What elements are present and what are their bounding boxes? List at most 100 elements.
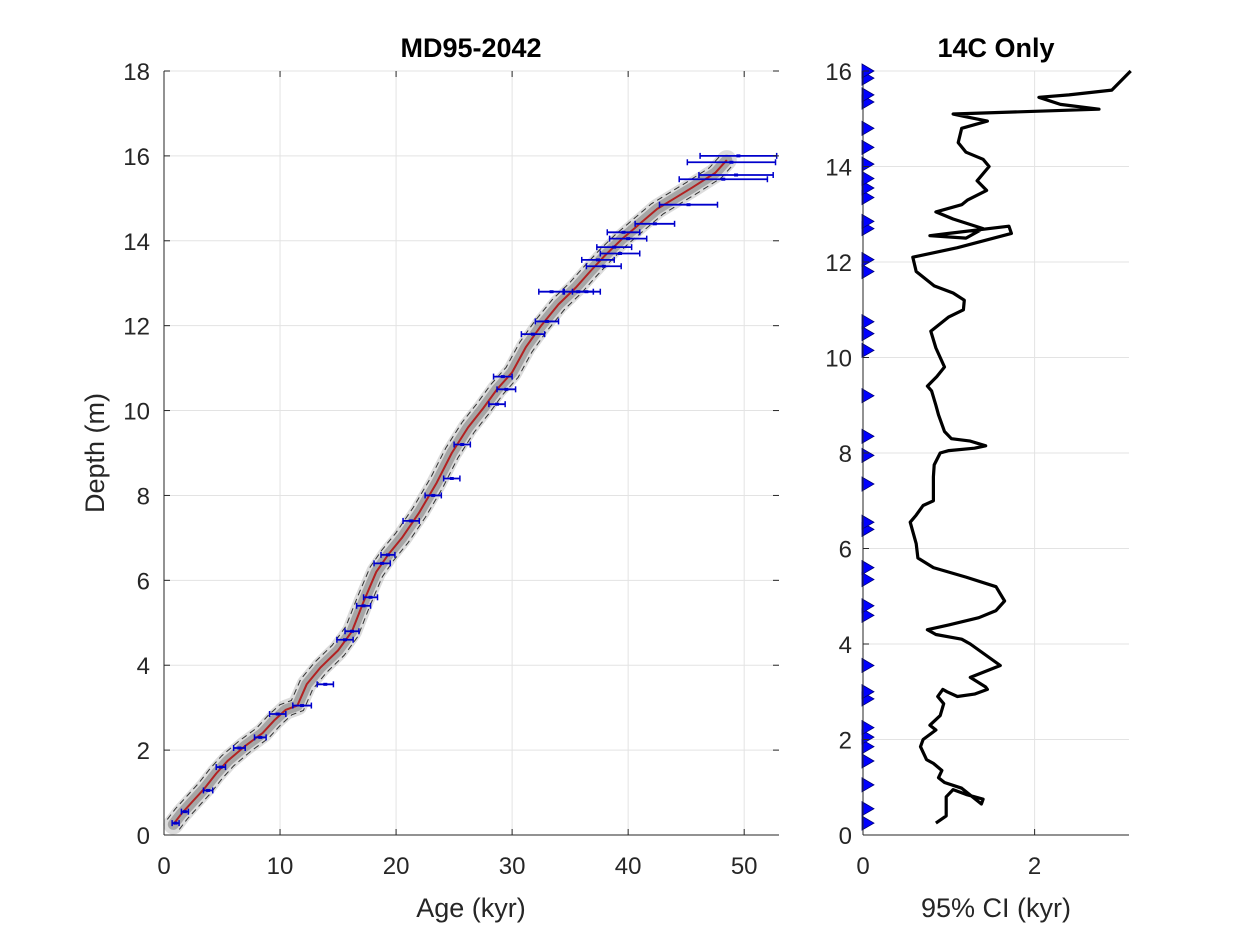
dated-sample [585,263,622,270]
age-depth-grid [163,70,779,836]
dated-sample [268,711,287,718]
age-depth-axes [163,70,779,836]
dated-sample [678,176,769,183]
depth-tick-label: 8 [137,483,150,510]
ci-tick-labels: 0 2 0 2 4 6 8 10 12 14 16 [825,59,1041,880]
ci-depth-tick-label: 14 [825,155,852,182]
dated-sample [373,560,392,567]
age-tick-label: 50 [731,853,758,880]
date-marker-triangle [861,753,875,769]
depth-tick-label: 16 [123,144,150,171]
date-marker-triangle [861,87,875,103]
median-age-depth-line [172,159,728,826]
date-marker-triangle [861,684,875,700]
age-depth-tick-labels: 0 10 20 30 40 50 0 2 4 6 8 10 12 14 16 18 [123,59,757,880]
date-marker-triangle [861,598,875,614]
dated-sample [496,386,517,393]
dated-sample [580,256,615,263]
dated-sample [316,681,335,688]
ci-width-line [908,69,1132,825]
dated-sample [599,250,641,257]
depth-tick-label: 12 [123,314,150,341]
date-marker-triangle [861,263,875,280]
lower-bound-dashed [178,164,734,830]
date-marker-triangle [861,729,875,745]
date-marker-triangle [861,801,875,817]
dated-sample [344,628,360,635]
date-marker-triangle [861,120,875,136]
dated-sample [453,441,472,448]
confidence-interval-panel: 0 2 0 2 4 6 8 10 12 14 16 14C Only 95% CI (kyr) [825,33,1132,923]
date-marker-triangle [861,514,875,530]
date-marker-triangle [861,738,875,755]
dated-sample [402,517,421,524]
date-marker-triangle [861,607,875,624]
dated-sample [424,492,443,499]
dated-sample [362,594,379,601]
date-marker-triangle [861,428,875,444]
depth-axis-label: Depth (m) [80,393,110,513]
dated-sample [202,787,214,794]
date-marker-triangle [861,777,875,793]
date-marker-triangle [861,325,875,342]
age-depth-chart-title: MD95-2042 [400,33,541,63]
age-tick-label: 0 [157,853,170,880]
date-marker-triangle [861,815,875,831]
depth-tick-label: 4 [137,653,150,680]
depth-tick-label: 18 [123,59,150,86]
upper-bound-dashed [166,154,722,820]
ci-depth-tick-label: 8 [839,441,852,468]
date-marker-triangle [861,388,875,404]
dated-sample [171,820,180,827]
date-marker-triangle [861,559,875,576]
age-tick-label: 30 [499,853,526,880]
ci-depth-tick-label: 4 [839,632,852,659]
date-marker-triangle [861,342,875,359]
dated-sample [488,401,506,408]
age-axis-label: Age (kyr) [416,893,526,923]
date-marker-triangle [861,213,875,230]
age-depth-median-series [172,159,728,826]
date-marker-triangle [861,139,875,156]
date-marker-triangle [861,476,875,492]
dated-sample [492,373,513,380]
date-depth-markers [861,63,875,831]
depth-tick-label: 14 [123,229,150,256]
dated-sample [686,159,777,166]
dated-sample [336,636,354,643]
ci-tick-label: 0 [856,853,869,880]
dated-sample [442,475,461,482]
dated-sample [698,171,774,178]
dated-sample [658,201,719,208]
dated-sample [180,808,190,815]
date-marker-triangle [861,313,875,330]
ci-tick-label: 2 [1028,853,1041,880]
dated-sample [596,244,633,251]
date-marker-triangle [861,170,875,187]
ci-depth-tick-label: 10 [825,346,852,373]
depth-tick-label: 0 [137,823,150,850]
dated-sample [380,551,396,558]
date-marker-triangle [861,180,875,196]
age-tick-label: 10 [267,853,294,880]
dated-sample [253,734,267,741]
dated-sample [571,288,602,295]
depth-tick-label: 2 [137,738,150,765]
dated-sample [534,318,560,325]
ci-depth-tick-label: 0 [839,823,852,850]
date-marker-triangle [861,189,875,206]
age-tick-label: 40 [615,853,642,880]
ci-depth-tick-label: 2 [839,728,852,755]
date-marker-triangle [861,156,875,172]
ci-axis-label: 95% CI (kyr) [921,893,1071,923]
dated-sample [520,331,546,338]
date-marker-triangle [861,657,875,674]
ci-depth-tick-label: 16 [825,59,852,86]
depth-tick-label: 6 [137,568,150,595]
age-depth-panel: 0 10 20 30 40 50 0 2 4 6 8 10 12 14 16 18 MD95-2042 Age… [80,33,779,923]
ci-width-series [908,69,1132,825]
ci-chart-title: 14C Only [937,33,1054,63]
depth-tick-label: 10 [123,399,150,426]
dated-sample [215,764,227,771]
